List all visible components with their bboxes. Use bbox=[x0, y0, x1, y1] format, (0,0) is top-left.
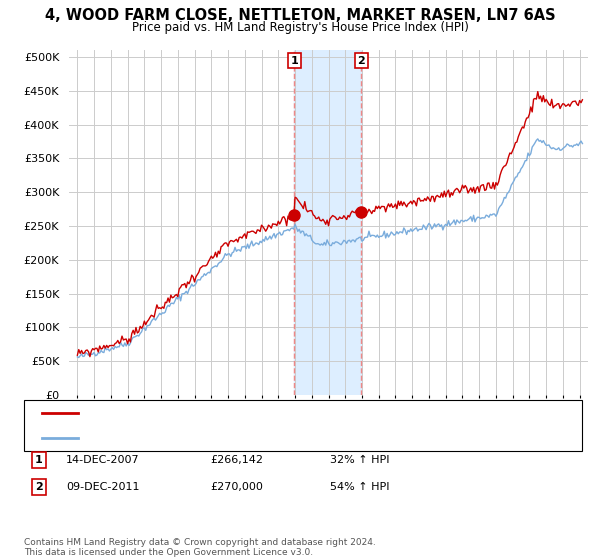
Text: 2: 2 bbox=[35, 482, 43, 492]
Text: 4, WOOD FARM CLOSE, NETTLETON, MARKET RASEN, LN7 6AS: 4, WOOD FARM CLOSE, NETTLETON, MARKET RA… bbox=[44, 8, 556, 24]
Text: 54% ↑ HPI: 54% ↑ HPI bbox=[330, 482, 389, 492]
Text: 14-DEC-2007: 14-DEC-2007 bbox=[66, 455, 140, 465]
Text: HPI: Average price, detached house, West Lindsey: HPI: Average price, detached house, West… bbox=[84, 433, 346, 443]
Text: £266,142: £266,142 bbox=[210, 455, 263, 465]
Text: 1: 1 bbox=[35, 455, 43, 465]
Text: 32% ↑ HPI: 32% ↑ HPI bbox=[330, 455, 389, 465]
Text: Contains HM Land Registry data © Crown copyright and database right 2024.
This d: Contains HM Land Registry data © Crown c… bbox=[24, 538, 376, 557]
Text: 09-DEC-2011: 09-DEC-2011 bbox=[66, 482, 139, 492]
Text: 2: 2 bbox=[358, 55, 365, 66]
Text: 4, WOOD FARM CLOSE, NETTLETON, MARKET RASEN, LN7 6AS (detached house): 4, WOOD FARM CLOSE, NETTLETON, MARKET RA… bbox=[84, 408, 501, 418]
Text: Price paid vs. HM Land Registry's House Price Index (HPI): Price paid vs. HM Land Registry's House … bbox=[131, 21, 469, 34]
Text: 1: 1 bbox=[290, 55, 298, 66]
Bar bbox=[295, 50, 361, 395]
Text: £270,000: £270,000 bbox=[210, 482, 263, 492]
